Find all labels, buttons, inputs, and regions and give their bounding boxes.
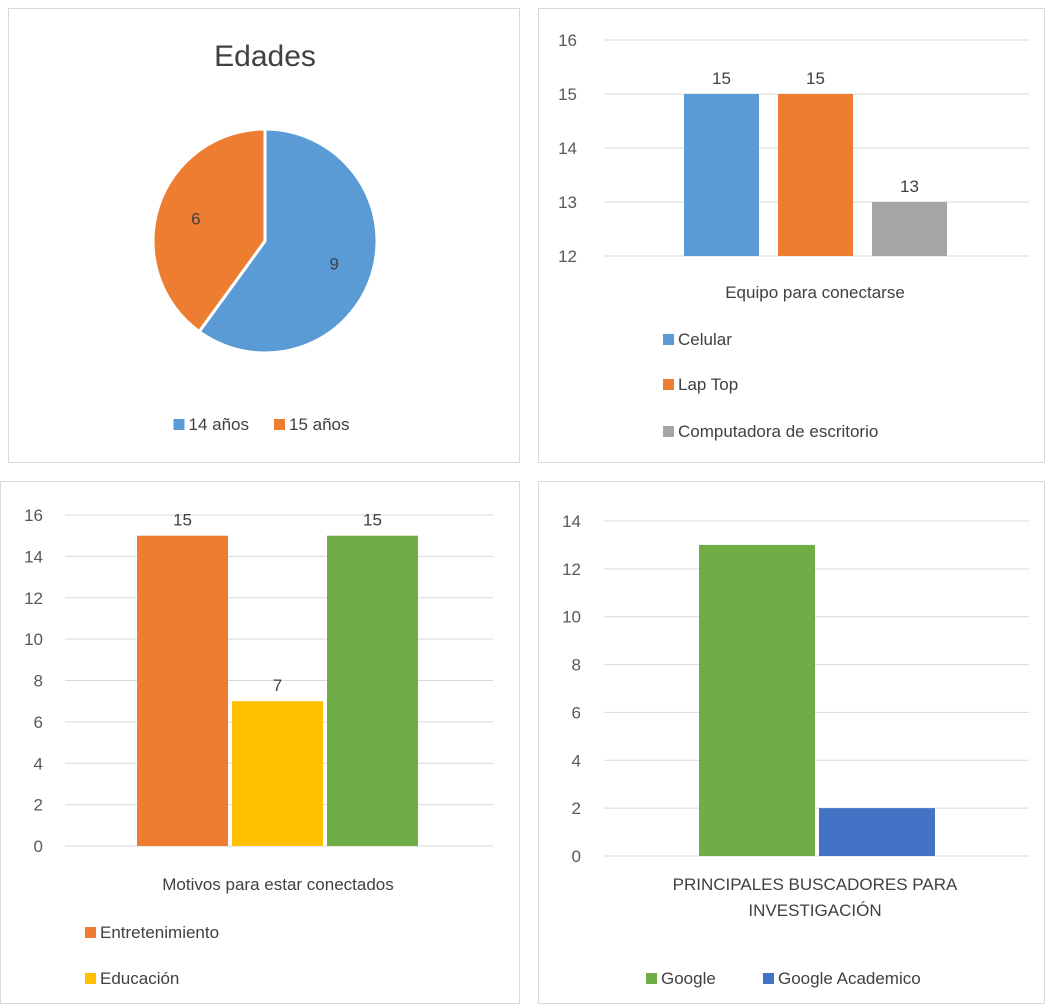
legend-swatch — [274, 419, 285, 430]
legend-swatch — [763, 973, 774, 984]
y-tick-label: 6 — [34, 713, 43, 732]
bar — [872, 202, 947, 256]
bar — [819, 808, 935, 856]
bar-chart-buscadores: 0 2 4 6 8 10 12 14 PRINCIPALES BUSCADORES PARA IN… — [538, 481, 1045, 1004]
x-axis-title: Motivos para estar conectados — [162, 875, 394, 894]
legend-swatch — [663, 379, 674, 390]
legend-swatch — [646, 973, 657, 984]
bar-chart-equipo-svg: 12 13 14 15 16 15 15 13 Equipo para conectarse Ce… — [558, 31, 1029, 441]
legend-label: 15 años — [289, 415, 350, 434]
y-tick-label: 14 — [24, 547, 43, 566]
y-tick-label: 0 — [34, 837, 43, 856]
data-label: 9 — [329, 255, 338, 274]
data-label: 15 — [363, 511, 382, 530]
legend-label: 14 años — [189, 415, 250, 434]
y-tick-label: 6 — [572, 703, 581, 722]
data-label: 6 — [191, 210, 200, 229]
data-label: 15 — [173, 511, 192, 530]
bar-chart-motivos: 0 2 4 6 8 10 12 14 16 15 7 15 Motivos para estar con… — [0, 481, 520, 1004]
y-tick-label: 15 — [558, 85, 577, 104]
bar — [232, 701, 323, 846]
legend-swatch — [663, 426, 674, 437]
y-tick-label: 12 — [558, 247, 577, 266]
data-label: 13 — [900, 177, 919, 196]
y-tick-label: 14 — [558, 139, 577, 158]
y-tick-label: 2 — [34, 796, 43, 815]
y-tick-label: 16 — [558, 31, 577, 50]
legend-label: Celular — [678, 330, 732, 349]
data-label: 15 — [806, 69, 825, 88]
x-axis-title: INVESTIGACIÓN — [748, 901, 881, 920]
y-tick-label: 4 — [572, 751, 581, 770]
chart-title: Edades — [214, 40, 316, 73]
y-tick-label: 8 — [572, 656, 581, 675]
data-label: 7 — [273, 676, 282, 695]
legend-swatch — [663, 334, 674, 345]
bar — [137, 535, 228, 846]
y-tick-label: 4 — [34, 754, 43, 773]
y-tick-label: 8 — [34, 672, 43, 691]
y-tick-label: 12 — [24, 589, 43, 608]
legend-swatch — [85, 973, 96, 984]
legend-label: Entretenimiento — [100, 923, 219, 942]
legend-label: Educación — [100, 969, 179, 988]
y-tick-label: 16 — [24, 506, 43, 525]
bar-chart-motivos-svg: 0 2 4 6 8 10 12 14 16 15 7 15 Motivos para estar con… — [24, 506, 493, 988]
legend-label: Google — [661, 969, 716, 988]
bar — [699, 544, 815, 856]
legend-label: Google Academico — [778, 969, 921, 988]
x-axis-title: Equipo para conectarse — [725, 283, 905, 302]
y-tick-label: 10 — [562, 608, 581, 627]
y-tick-label: 12 — [562, 560, 581, 579]
y-tick-label: 2 — [572, 799, 581, 818]
pie-chart-edades: Edades 9 6 14 años 15 años — [8, 8, 520, 463]
bar-chart-equipo: 12 13 14 15 16 15 15 13 Equipo para conectarse Ce… — [538, 8, 1045, 463]
y-tick-label: 10 — [24, 630, 43, 649]
pie-slice — [197, 127, 379, 355]
y-tick-label: 0 — [572, 847, 581, 866]
pie-chart-svg: Edades 9 6 14 años 15 años — [151, 40, 379, 434]
data-label: 15 — [712, 69, 731, 88]
legend-label: Lap Top — [678, 375, 738, 394]
legend-label: Computadora de escritorio — [678, 422, 878, 441]
x-axis-title: PRINCIPALES BUSCADORES PARA — [673, 875, 958, 894]
legend-swatch — [85, 927, 96, 938]
legend-swatch — [173, 419, 185, 430]
y-tick-label: 13 — [558, 193, 577, 212]
bar — [778, 94, 853, 256]
y-tick-label: 14 — [562, 512, 581, 531]
pie-slice — [151, 127, 267, 334]
bar-chart-buscadores-svg: 0 2 4 6 8 10 12 14 PRINCIPALES BUSCADORES PARA IN… — [562, 512, 1029, 988]
bar — [684, 94, 759, 256]
bar — [327, 535, 418, 846]
